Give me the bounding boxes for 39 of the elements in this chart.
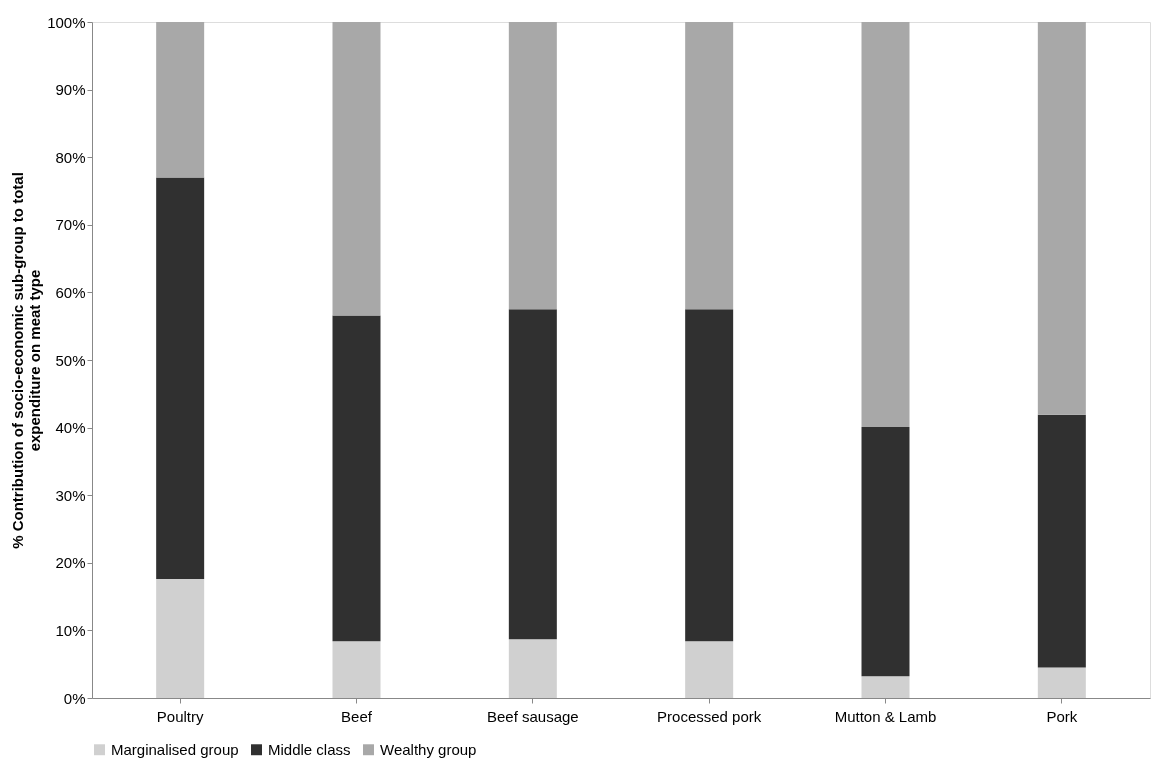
legend-label: Wealthy group — [380, 740, 477, 758]
bar — [1037, 22, 1086, 415]
bar — [1037, 667, 1086, 698]
bar — [156, 177, 205, 580]
y-tick-label: 90% — [55, 81, 86, 99]
y-tick-label: 50% — [55, 351, 86, 369]
legend-label: Marginalised group — [111, 740, 239, 758]
bar — [861, 22, 910, 427]
y-tick-label: 20% — [55, 554, 86, 572]
bar — [508, 22, 557, 310]
x-tick-label: Beef sausage — [486, 707, 579, 725]
y-tick-label: 30% — [55, 486, 86, 504]
y-tick-label: 100% — [47, 13, 86, 31]
bar — [508, 639, 557, 698]
bar — [685, 22, 734, 310]
bar — [332, 22, 381, 316]
y-tick-label: 60% — [55, 283, 86, 301]
bar — [156, 579, 205, 698]
x-tick-label: Pork — [1046, 707, 1078, 725]
bar — [1037, 414, 1086, 668]
x-tick-label: Beef — [341, 707, 373, 725]
y-tick-label: 0% — [63, 689, 86, 707]
bar — [332, 315, 381, 642]
bar — [685, 309, 734, 642]
bar — [861, 426, 910, 677]
bar — [861, 676, 910, 698]
bar — [156, 22, 205, 178]
y-tick-label: 40% — [55, 419, 86, 437]
bar — [332, 641, 381, 698]
y-tick-label: 70% — [55, 216, 86, 234]
x-tick-label: Poultry — [156, 707, 205, 725]
y-tick-label: 80% — [55, 148, 86, 166]
legend-label: Middle class — [268, 740, 351, 758]
x-tick-label: Processed pork — [657, 707, 762, 725]
bar — [685, 641, 734, 698]
x-tick-label: Mutton & Lamb — [834, 707, 937, 725]
y-tick-label: 10% — [55, 621, 86, 639]
bar — [508, 309, 557, 640]
y-axis-title: % Contribution of socio-economic sub-group to total expenditure on meat type — [9, 172, 44, 549]
